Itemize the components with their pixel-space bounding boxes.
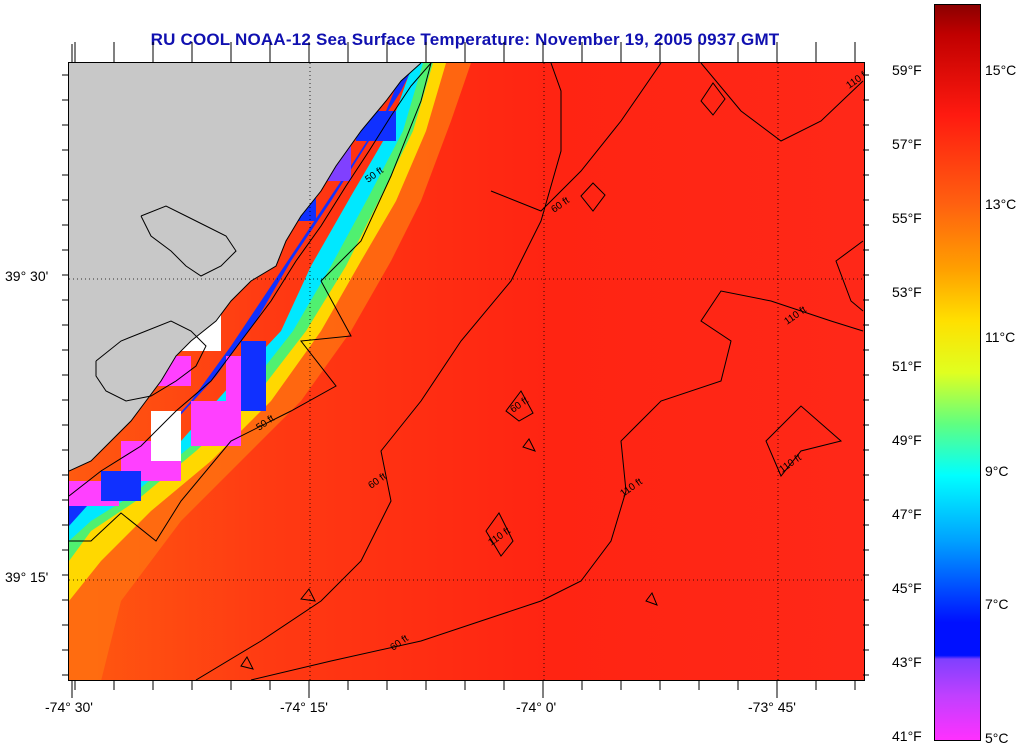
fahrenheit-label: 53°F [892, 284, 922, 300]
cloud-patch [151, 411, 181, 461]
celsius-label: 15°C [985, 62, 1017, 78]
fahrenheit-label: 41°F [892, 728, 922, 744]
longitude-label: -74° 15' [280, 699, 328, 715]
celsius-label: 11°C [985, 329, 1016, 345]
land-mass [69, 63, 421, 471]
contour-closed [645, 592, 658, 606]
contour-closed [580, 182, 606, 212]
celsius-label: 7°C [985, 596, 1009, 612]
contour-closed [240, 656, 254, 670]
axis-ticks [62, 42, 869, 698]
contour-110ft-upper [700, 63, 864, 142]
longitude-label: -73° 45' [748, 699, 796, 715]
cold-patch [191, 401, 241, 446]
contour-closed [300, 588, 316, 602]
sst-map[interactable]: 50 ft 50 ft 60 ft 60 ft 60 ft 60 ft 110 ft 110 … [68, 62, 865, 681]
cold-patch [101, 471, 141, 501]
contour-50ft [69, 63, 432, 542]
cold-patch [241, 341, 266, 411]
fahrenheit-label: 57°F [892, 136, 922, 152]
longitude-label: -74° 30' [45, 699, 93, 715]
fahrenheit-label: 43°F [892, 654, 922, 670]
fahrenheit-label: 59°F [892, 62, 922, 78]
fahrenheit-label: 55°F [892, 210, 922, 226]
celsius-label: 13°C [985, 195, 1017, 212]
barrier-island [69, 63, 432, 497]
celsius-label: 5°C [985, 729, 1009, 746]
contour-closed [522, 438, 536, 452]
contour-110ft-lower [250, 290, 864, 680]
map-title: RU COOL NOAA-12 Sea Surface Temperature:… [150, 30, 780, 49]
contour-110ft-right [835, 240, 864, 312]
contour-closed [700, 82, 726, 116]
bay-outline [140, 205, 237, 277]
contour-closed [505, 390, 534, 422]
latitude-label: 39° 15' [5, 569, 49, 585]
fahrenheit-label: 51°F [892, 358, 922, 374]
contour-60ft [195, 63, 562, 680]
temperature-colorbar [934, 4, 981, 741]
latitude-label: 39° 30' [5, 268, 49, 284]
longitude-label: -74° 0' [516, 699, 557, 715]
fahrenheit-label: 47°F [892, 506, 922, 522]
coastline [69, 63, 422, 472]
contour-60ft-inner [490, 63, 662, 212]
celsius-label: 9°C [985, 462, 1009, 479]
fahrenheit-label: 49°F [892, 432, 922, 448]
marsh-outline [95, 320, 207, 402]
contour-closed [765, 405, 843, 477]
fahrenheit-label: 45°F [892, 580, 922, 596]
contour-closed [485, 512, 514, 557]
